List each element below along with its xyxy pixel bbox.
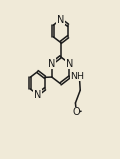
Text: O: O	[72, 107, 80, 117]
Text: N: N	[66, 59, 73, 69]
Text: N: N	[34, 90, 41, 100]
Text: NH: NH	[70, 72, 84, 81]
Text: N: N	[48, 59, 55, 69]
Text: N: N	[57, 15, 64, 24]
